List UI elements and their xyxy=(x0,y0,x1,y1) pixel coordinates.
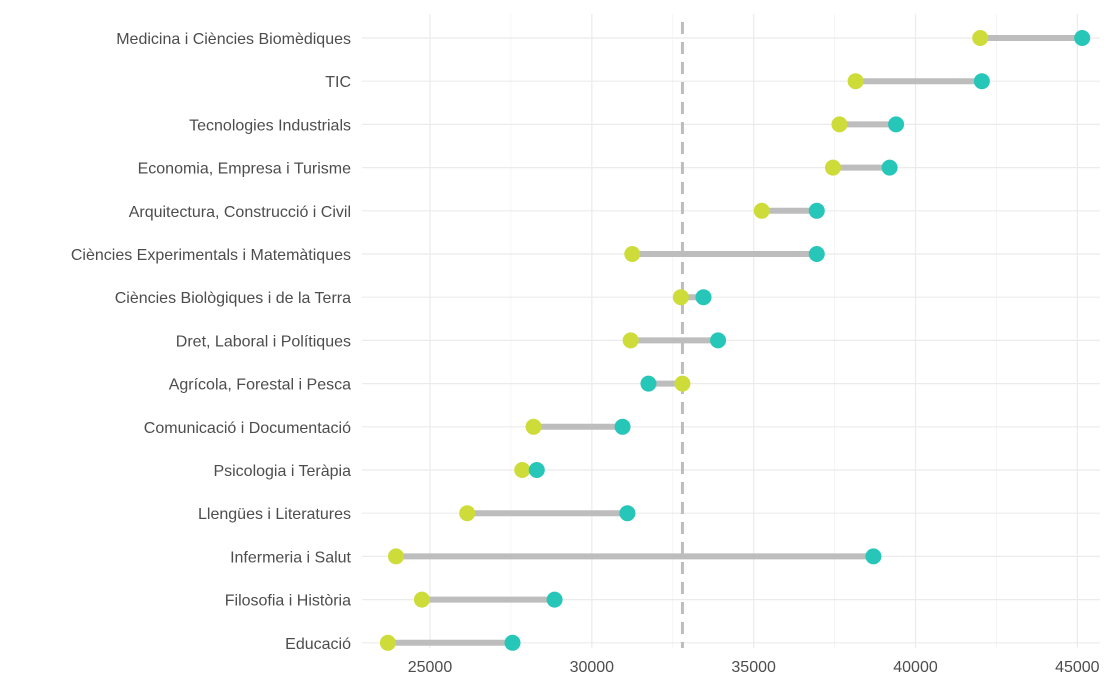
point-series-1 xyxy=(624,246,641,262)
point-series-2 xyxy=(619,505,636,522)
points xyxy=(379,30,1091,651)
category-label: Medicina i Ciències Biomèdiques xyxy=(116,31,351,48)
x-tick-label: 35000 xyxy=(731,659,776,676)
point-series-1 xyxy=(379,634,396,651)
point-series-1 xyxy=(847,73,864,90)
x-tick-label: 25000 xyxy=(408,659,453,676)
point-series-1 xyxy=(525,418,542,435)
point-series-2 xyxy=(504,634,521,651)
category-label: Psicologia i Teràpia xyxy=(213,463,351,480)
point-series-2 xyxy=(865,548,882,565)
point-series-1 xyxy=(753,202,770,219)
point-series-1 xyxy=(972,30,989,46)
point-series-2 xyxy=(973,73,990,90)
category-label: Educació xyxy=(285,636,351,653)
category-label: Comunicació i Documentació xyxy=(144,420,351,437)
x-tick-labels: 25000 30000 35000 40000 45000 xyxy=(408,659,1100,676)
category-label: Arquitectura, Construcció i Civil xyxy=(129,204,351,221)
point-series-1 xyxy=(459,505,476,522)
point-series-2 xyxy=(808,246,825,262)
point-series-1 xyxy=(622,332,639,349)
point-series-1 xyxy=(413,591,430,608)
category-labels: Medicina i Ciències Biomèdiques TIC Tecnol… xyxy=(71,31,352,653)
point-series-1 xyxy=(672,289,689,306)
grid-lines xyxy=(362,14,1100,648)
category-label: Economia, Empresa i Turisme xyxy=(138,161,352,178)
point-series-2 xyxy=(546,591,563,608)
category-label: Infermeria i Salut xyxy=(230,549,351,566)
point-series-1 xyxy=(674,375,691,392)
point-series-2 xyxy=(614,418,631,435)
point-series-2 xyxy=(881,159,898,176)
category-label: Agrícola, Forestal i Pesca xyxy=(169,377,351,394)
category-label: TIC xyxy=(325,74,351,91)
category-label: Dret, Laboral i Polítiques xyxy=(176,333,351,350)
x-tick-label: 30000 xyxy=(570,659,615,676)
point-series-2 xyxy=(808,202,825,219)
point-series-2 xyxy=(695,289,712,306)
point-series-1 xyxy=(831,116,848,133)
category-label: Filosofia i Història xyxy=(225,593,351,610)
x-tick-label: 40000 xyxy=(893,659,938,676)
point-series-2 xyxy=(710,332,727,349)
category-label: Tecnologies Industrials xyxy=(189,117,351,134)
point-series-1 xyxy=(387,548,404,565)
point-series-2 xyxy=(888,116,905,133)
x-tick-label: 45000 xyxy=(1055,659,1100,676)
point-series-2 xyxy=(1074,30,1091,46)
category-label: Ciències Biològiques i de la Terra xyxy=(115,290,351,307)
point-series-2 xyxy=(528,462,545,478)
point-series-1 xyxy=(514,462,531,478)
category-label: Ciències Experimentals i Matemàtiques xyxy=(71,247,351,264)
category-label: Llengües i Literatures xyxy=(198,506,351,523)
point-series-2 xyxy=(640,375,657,392)
segments xyxy=(387,35,1083,646)
point-series-1 xyxy=(824,159,841,176)
